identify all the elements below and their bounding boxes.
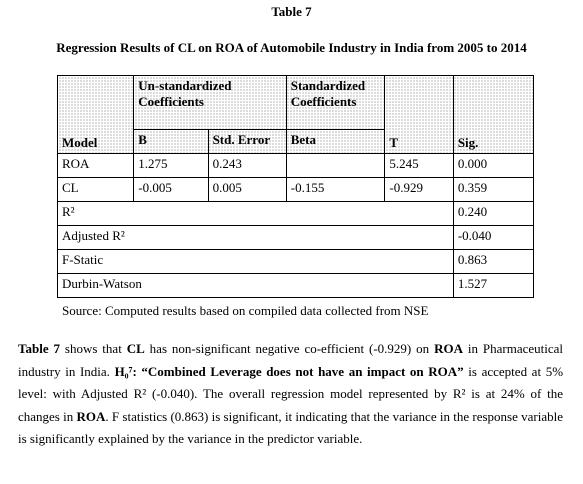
table-cell: -0.929 bbox=[384, 177, 454, 202]
summary-label: R² bbox=[57, 201, 454, 226]
text-run: has non-significant negative co-efficien… bbox=[144, 341, 435, 356]
table-number: Table 7 bbox=[271, 4, 312, 19]
header-cell: Sig. bbox=[452, 75, 535, 154]
table-cell: -0.155 bbox=[285, 177, 386, 202]
header-cell: T bbox=[384, 75, 454, 154]
table-row: ROA 1.275 0.243 5.245 0.000 bbox=[56, 153, 535, 178]
table-cell: 0.000 bbox=[452, 153, 535, 178]
text-run: CL bbox=[126, 341, 145, 356]
text-run: shows that bbox=[60, 341, 127, 356]
table-cell: 0.005 bbox=[207, 177, 287, 202]
summary-label: F-Static bbox=[57, 249, 454, 274]
summary-value: 0.863 bbox=[452, 249, 535, 274]
header-cell: Model bbox=[56, 75, 135, 154]
source-note: Source: Computed results based on compil… bbox=[62, 303, 429, 318]
text-run: Table 7 bbox=[18, 341, 60, 356]
summary-value: 0.240 bbox=[452, 201, 535, 226]
header-group: Standardized Coefficients bbox=[285, 75, 386, 130]
table-cell: 1.275 bbox=[133, 153, 209, 178]
summary-row: Durbin-Watson 1.527 bbox=[57, 273, 535, 298]
header-cell: Beta bbox=[285, 129, 386, 154]
summary-row: R² 0.240 bbox=[57, 201, 535, 226]
text-run: in Pharmaceutical industry in India. bbox=[18, 341, 564, 379]
header-group: Un-standardized Coefficients bbox=[133, 75, 287, 130]
table-cell: ROA bbox=[56, 153, 135, 178]
text-run: H₀⁷: “Combined Leverage does not have an… bbox=[114, 363, 464, 379]
table-cell bbox=[285, 153, 386, 178]
regression-table: Model Un-standardized Coefficients Stand… bbox=[56, 75, 535, 298]
summary-row: Adjusted R² -0.040 bbox=[57, 225, 535, 250]
text-run: . F statistics (0.863) is significant, i… bbox=[18, 408, 563, 447]
table-cell: 0.243 bbox=[207, 153, 287, 178]
summary-label: Adjusted R² bbox=[57, 225, 454, 250]
text-run: ROA bbox=[434, 341, 463, 356]
summary-row: F-Static 0.863 bbox=[57, 249, 535, 274]
table-cell: -0.005 bbox=[133, 177, 209, 202]
text-run: is accepted at 5% level: with Adjusted R… bbox=[18, 363, 564, 424]
header-cell: Std. Error bbox=[207, 129, 287, 154]
table-cell: 0.359 bbox=[452, 177, 535, 202]
summary-value: 1.527 bbox=[452, 273, 535, 298]
table-body: ROA 1.275 0.243 5.245 0.000 CL -0.005 0.005 -0.1… bbox=[56, 153, 535, 298]
summary-label: Durbin-Watson bbox=[57, 273, 454, 298]
table-row: CL -0.005 0.005 -0.155 -0.929 0.359 bbox=[56, 177, 535, 202]
header-cell: B bbox=[133, 129, 209, 154]
table-title: Regression Results of CL on ROA of Autom… bbox=[56, 40, 527, 55]
table-cell: 5.245 bbox=[384, 153, 454, 178]
table-cell: CL bbox=[56, 177, 135, 202]
summary-value: -0.040 bbox=[452, 225, 535, 250]
text-run: ROA bbox=[76, 408, 106, 424]
paragraph: Table 7 shows that CL has non-significan… bbox=[18, 338, 563, 451]
